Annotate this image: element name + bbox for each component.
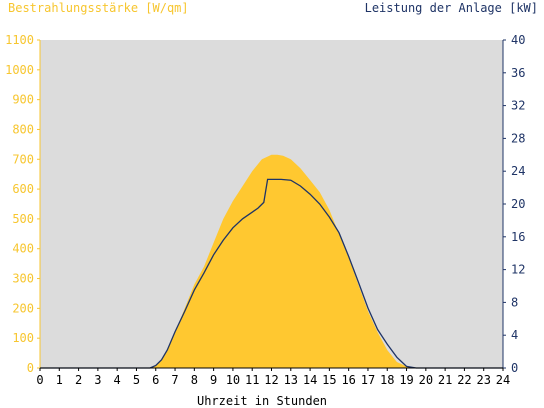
y-right-tick-label: 16 — [511, 230, 525, 244]
y-left-tick-label: 400 — [12, 242, 34, 256]
right-axis-title: Leistung der Anlage [kW] — [365, 1, 538, 15]
x-tick-label: 13 — [284, 373, 298, 387]
x-tick-label: 0 — [36, 373, 43, 387]
series-area-irradiance — [40, 154, 503, 368]
y-left-tick-label: 800 — [12, 122, 34, 136]
y-left-tick-label: 100 — [12, 331, 34, 345]
series-line-power — [40, 178, 503, 369]
area-layer — [40, 154, 503, 368]
x-tick-label: 18 — [380, 373, 394, 387]
x-tick-label: 2 — [75, 373, 82, 387]
left-axis-title: Bestrahlungsstärke [W/qm] — [8, 1, 189, 15]
y-right-tick-label: 32 — [511, 99, 525, 113]
x-tick-label: 11 — [245, 373, 259, 387]
y-right-tick-label: 4 — [511, 328, 518, 342]
y-left-tick-label: 1000 — [5, 63, 34, 77]
y-right-tick-label: 0 — [511, 361, 518, 375]
y-left-tick-label: 500 — [12, 212, 34, 226]
y-left-tick-label: 0 — [27, 361, 34, 375]
x-tick-label: 1 — [56, 373, 63, 387]
x-tick-label: 21 — [438, 373, 452, 387]
x-tick-label: 20 — [419, 373, 433, 387]
x-tick-label: 5 — [133, 373, 140, 387]
x-tick-label: 3 — [94, 373, 101, 387]
y-right-tick-label: 36 — [511, 66, 525, 80]
x-tick-label: 7 — [171, 373, 178, 387]
x-tick-label: 12 — [264, 373, 278, 387]
y-left-tick-label: 700 — [12, 152, 34, 166]
x-tick-label: 10 — [226, 373, 240, 387]
x-tick-label: 8 — [191, 373, 198, 387]
y-right-tick-label: 12 — [511, 263, 525, 277]
y-right-tick-label: 8 — [511, 295, 518, 309]
x-tick-label: 23 — [476, 373, 490, 387]
x-tick-label: 22 — [457, 373, 471, 387]
y-right-tick-label: 24 — [511, 164, 525, 178]
x-tick-label: 15 — [322, 373, 336, 387]
x-tick-label: 9 — [210, 373, 217, 387]
axes: 0100200300400500600700800900100011000481… — [5, 33, 525, 387]
x-tick-label: 19 — [399, 373, 413, 387]
x-tick-label: 17 — [361, 373, 375, 387]
x-tick-label: 24 — [496, 373, 510, 387]
y-left-tick-label: 300 — [12, 272, 34, 286]
y-right-tick-label: 28 — [511, 131, 525, 145]
y-right-tick-label: 40 — [511, 33, 525, 47]
x-axis-label: Uhrzeit in Stunden — [197, 394, 327, 408]
x-tick-label: 6 — [152, 373, 159, 387]
y-left-tick-label: 200 — [12, 301, 34, 315]
x-tick-label: 14 — [303, 373, 317, 387]
line-layer — [40, 178, 503, 369]
y-left-tick-label: 1100 — [5, 33, 34, 47]
x-tick-label: 4 — [114, 373, 121, 387]
y-left-tick-label: 900 — [12, 93, 34, 107]
y-left-tick-label: 600 — [12, 182, 34, 196]
y-right-tick-label: 20 — [511, 197, 525, 211]
x-tick-label: 16 — [341, 373, 355, 387]
